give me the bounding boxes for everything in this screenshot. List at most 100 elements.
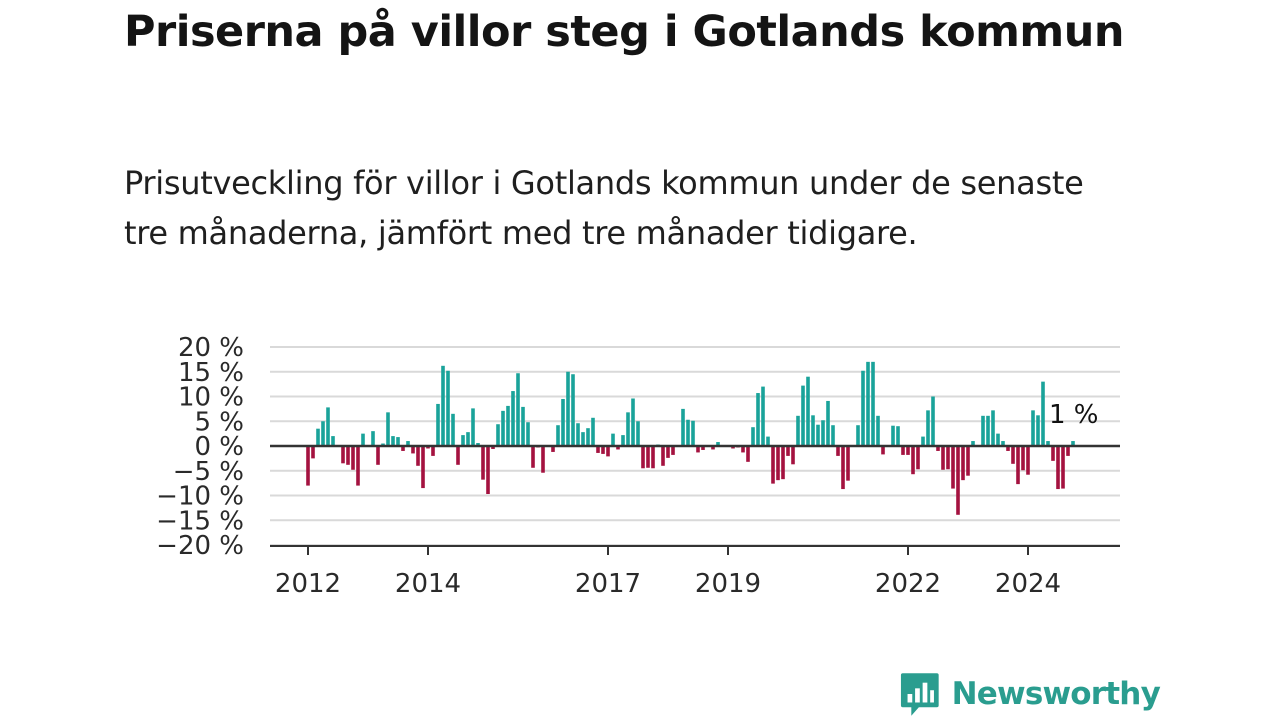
annotations: 1 %	[1049, 400, 1099, 430]
bar	[951, 446, 955, 489]
bar	[961, 446, 965, 481]
bar	[821, 420, 825, 446]
bar	[626, 412, 630, 446]
bar	[631, 398, 635, 446]
bar	[471, 408, 475, 446]
x-tick-label: 2014	[395, 569, 461, 599]
bar	[801, 385, 805, 446]
bar	[741, 446, 745, 453]
bar	[1051, 446, 1055, 461]
bar	[1061, 446, 1065, 489]
bar	[701, 446, 705, 450]
bar	[781, 446, 785, 480]
bar	[691, 420, 695, 446]
bar	[1011, 446, 1015, 464]
bar	[826, 400, 830, 446]
bar	[711, 446, 715, 450]
bar	[786, 446, 790, 456]
bar	[871, 361, 875, 446]
bar	[406, 441, 410, 446]
bar	[611, 433, 615, 447]
bar	[1016, 446, 1020, 485]
bar	[856, 425, 860, 446]
y-tick-label: 0 %	[194, 432, 244, 462]
bar	[416, 446, 420, 466]
bar	[316, 428, 320, 446]
bar	[561, 398, 565, 446]
bar	[971, 441, 975, 446]
bar	[1021, 446, 1025, 471]
bar	[421, 446, 425, 489]
bar	[931, 396, 935, 446]
bar	[921, 436, 925, 446]
bar	[1056, 446, 1060, 490]
bar	[996, 433, 1000, 447]
bar	[341, 446, 345, 464]
bar	[846, 446, 850, 481]
bar	[841, 446, 845, 490]
bar	[911, 446, 915, 475]
bar	[501, 410, 505, 446]
y-tick-label: 15 %	[178, 358, 244, 388]
bar	[576, 423, 580, 446]
bar	[896, 426, 900, 446]
bar	[671, 446, 675, 455]
bar	[861, 370, 865, 446]
bar	[811, 415, 815, 446]
x-axis-ticks: 2012 2014 2017 2019 2022 2024	[275, 546, 1061, 599]
bar	[496, 424, 500, 446]
bar	[1026, 446, 1030, 475]
bar	[376, 446, 380, 465]
bar	[761, 386, 765, 446]
chart-subtitle: Prisutveckling för villor i Gotlands kom…	[124, 164, 1084, 252]
bar	[441, 365, 445, 446]
bar	[431, 446, 435, 456]
bar	[331, 436, 335, 446]
bar	[836, 446, 840, 456]
bar	[866, 361, 870, 446]
bar	[486, 446, 490, 495]
bar	[446, 370, 450, 446]
newsworthy-logo-text: Newsworthy	[951, 676, 1161, 712]
bar	[646, 446, 650, 468]
bar	[746, 446, 750, 462]
bar	[526, 422, 530, 446]
bar	[346, 446, 350, 465]
bar	[566, 371, 570, 446]
newsworthy-logo: Newsworthy	[900, 668, 1161, 720]
bar	[1071, 441, 1075, 446]
bar	[906, 446, 910, 455]
bar	[791, 446, 795, 465]
bar	[766, 436, 770, 446]
bar	[396, 437, 400, 446]
x-tick-label: 2019	[695, 569, 761, 599]
bar	[1041, 381, 1045, 446]
bar	[571, 374, 575, 446]
y-tick-label: 20 %	[178, 333, 244, 363]
bar	[356, 446, 360, 486]
bar	[391, 436, 395, 446]
bar	[771, 446, 775, 484]
last-value-label: 1 %	[1049, 400, 1099, 430]
y-tick-label: −20 %	[156, 531, 244, 561]
bar	[1046, 441, 1050, 446]
bar	[941, 446, 945, 470]
bar	[306, 446, 310, 486]
bar	[651, 446, 655, 469]
bar	[481, 446, 485, 480]
bar	[936, 446, 940, 451]
newsworthy-logo-icon	[900, 673, 939, 716]
bar	[621, 435, 625, 446]
bar	[806, 376, 810, 446]
x-tick-label: 2012	[275, 569, 341, 599]
bar	[361, 433, 365, 447]
bar	[531, 446, 535, 468]
bar	[476, 443, 480, 446]
bar	[1006, 446, 1010, 451]
bar	[506, 405, 510, 446]
bar	[451, 413, 455, 446]
bar-chart: 20 %15 %10 %5 %0 %−5 %−10 %−15 %−20 % 20…	[156, 333, 1120, 599]
y-tick-label: −5 %	[173, 457, 244, 487]
bar	[436, 403, 440, 446]
bar	[816, 424, 820, 446]
